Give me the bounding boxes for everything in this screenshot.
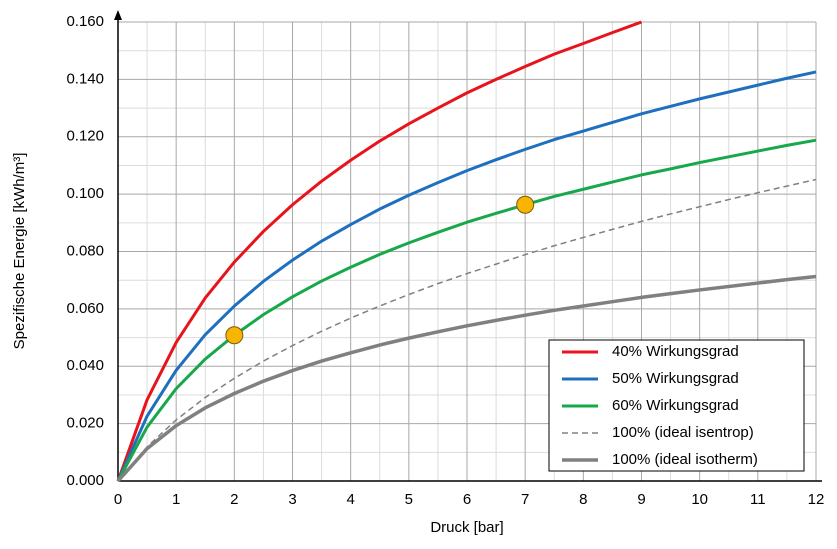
- legend-label: 50% Wirkungsgrad: [612, 370, 739, 387]
- x-tick-label: 12: [808, 491, 825, 508]
- series-line: [116, 20, 643, 482]
- x-tick-label: 11: [750, 491, 766, 508]
- y-tick-label: 0.120: [66, 128, 104, 145]
- x-tick-label: 8: [579, 491, 587, 508]
- y-tick-label: 0.160: [66, 13, 104, 30]
- x-tick-label: 9: [637, 491, 645, 508]
- x-tick-label: 6: [463, 491, 471, 508]
- legend-label: 40% Wirkungsgrad: [612, 343, 739, 360]
- highlight-marker: [225, 326, 244, 345]
- x-tick-label: 1: [172, 491, 180, 508]
- y-tick-label: 0.060: [66, 300, 104, 317]
- y-tick-label: 0.040: [66, 357, 104, 374]
- x-tick-label: 2: [230, 491, 238, 508]
- legend: 40% Wirkungsgrad 50% Wirkungsgrad 60% Wirk…: [548, 339, 805, 472]
- legend-label: 100% (ideal isotherm): [612, 451, 758, 468]
- y-axis-arrow: [114, 10, 122, 20]
- highlight-marker: [516, 195, 535, 214]
- x-axis-label: Druck [bar]: [430, 519, 503, 536]
- legend-label: 60% Wirkungsgrad: [612, 397, 739, 414]
- x-tick-label: 7: [521, 491, 529, 508]
- x-tick-label: 5: [405, 491, 413, 508]
- series-line: [116, 70, 817, 482]
- x-tick-label: 10: [691, 491, 708, 508]
- series-line: [116, 274, 817, 483]
- x-tick-label: 4: [346, 491, 354, 508]
- y-axis-label: Spezifische Energie [kWh/m³]: [11, 153, 28, 350]
- y-tick-label: 0.080: [66, 242, 104, 259]
- y-tick-label: 0.100: [66, 185, 104, 202]
- x-tick-label: 0: [114, 491, 122, 508]
- series-line: [117, 178, 817, 482]
- legend-label: 100% (ideal isentrop): [612, 424, 754, 441]
- y-tick-label: 0.020: [66, 415, 104, 432]
- x-tick-label: 3: [288, 491, 296, 508]
- y-tick-label: 0.140: [66, 70, 104, 87]
- y-tick-label: 0.000: [66, 472, 104, 489]
